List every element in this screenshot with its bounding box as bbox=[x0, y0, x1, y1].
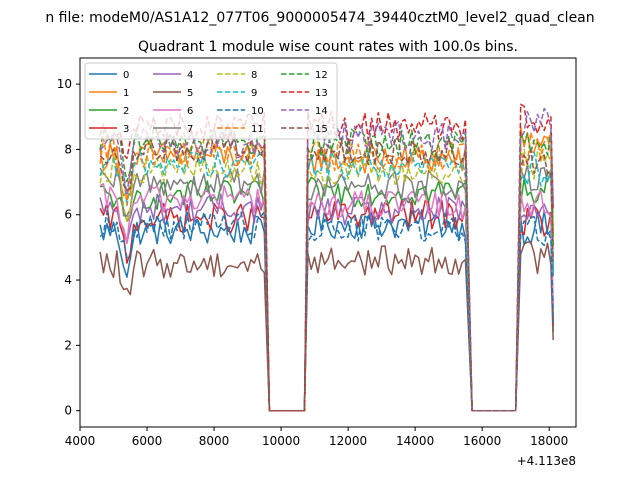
series-layer bbox=[99, 103, 554, 412]
legend-label-8: 8 bbox=[251, 70, 257, 81]
legend-label-3: 3 bbox=[123, 124, 129, 135]
series-line-12 bbox=[99, 125, 554, 412]
chart-title: Quadrant 1 module wise count rates with … bbox=[138, 39, 518, 55]
series-line-15 bbox=[99, 134, 554, 412]
legend-label-0: 0 bbox=[123, 70, 129, 81]
y-axis: 0 2 4 6 8 10 bbox=[57, 77, 80, 418]
x-axis: 4000 6000 8000 10000 12000 14000 16000 18000 bbox=[65, 427, 568, 448]
series-line-11 bbox=[99, 131, 554, 412]
legend-label-15: 15 bbox=[315, 124, 328, 135]
legend-label-5: 5 bbox=[187, 88, 193, 99]
x-tick-label: 10000 bbox=[262, 434, 300, 448]
y-tick-label: 0 bbox=[64, 404, 72, 418]
y-tick-label: 10 bbox=[57, 77, 72, 91]
series-line-8 bbox=[99, 148, 554, 412]
legend-label-9: 9 bbox=[251, 88, 257, 99]
y-tick-label: 8 bbox=[64, 142, 72, 156]
y-tick-label: 4 bbox=[64, 273, 72, 287]
axes-frame bbox=[79, 57, 577, 428]
figure-suptitle: n file: modeM0/AS1A12_077T06_9000005474_… bbox=[45, 10, 594, 26]
x-tick-label: 6000 bbox=[132, 434, 163, 448]
x-tick-label: 16000 bbox=[463, 434, 501, 448]
legend-label-11: 11 bbox=[251, 124, 264, 135]
x-tick-label: 18000 bbox=[530, 434, 568, 448]
series-line-14 bbox=[99, 107, 554, 412]
legend-label-7: 7 bbox=[187, 124, 193, 135]
x-tick-label: 14000 bbox=[396, 434, 434, 448]
series-line-10 bbox=[99, 211, 554, 412]
legend-label-13: 13 bbox=[315, 88, 328, 99]
x-tick-label: 4000 bbox=[65, 434, 96, 448]
legend-label-2: 2 bbox=[123, 106, 129, 117]
legend-label-6: 6 bbox=[187, 106, 193, 117]
x-tick-label: 12000 bbox=[329, 434, 367, 448]
legend-box bbox=[84, 62, 338, 140]
series-line-6 bbox=[99, 183, 554, 412]
y-tick-label: 6 bbox=[64, 208, 72, 222]
y-tick-label: 2 bbox=[64, 338, 72, 352]
x-tick-label: 8000 bbox=[199, 434, 230, 448]
legend-label-10: 10 bbox=[251, 106, 264, 117]
legend-label-14: 14 bbox=[315, 106, 328, 117]
series-line-9 bbox=[99, 150, 554, 412]
series-line-5 bbox=[99, 241, 554, 412]
x-axis-offset-label: +4.113e8 bbox=[517, 454, 576, 468]
legend-label-4: 4 bbox=[187, 70, 193, 81]
plot-area: 4000 6000 8000 10000 12000 14000 16000 18000 0 2… bbox=[57, 57, 577, 468]
legend-label-1: 1 bbox=[123, 88, 129, 99]
legend-label-12: 12 bbox=[315, 70, 328, 81]
series-line-7 bbox=[99, 163, 554, 412]
